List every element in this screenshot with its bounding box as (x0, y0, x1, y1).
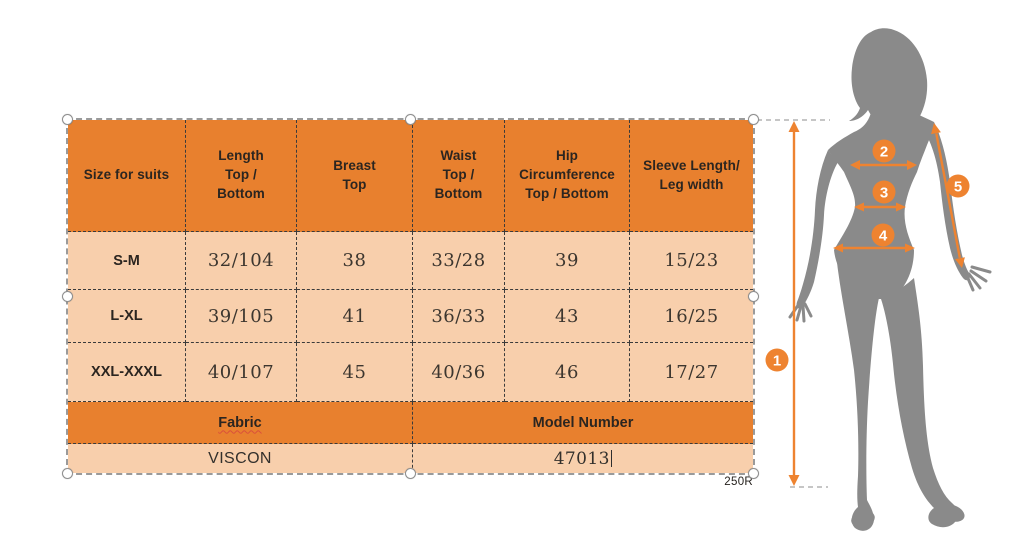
table-cell[interactable]: 33/28 (413, 232, 505, 290)
resize-handle-bottom-left[interactable] (62, 468, 73, 479)
model-number-value-cell[interactable]: 47013 (413, 444, 753, 473)
resize-handle-top-right[interactable] (748, 114, 759, 125)
table-cell[interactable]: 16/25 (630, 290, 753, 343)
header-sleeve-leg[interactable]: Sleeve Length/ Leg width (630, 120, 753, 232)
measure-arrow-sleeve (931, 123, 965, 268)
size-chart-table[interactable]: Size for suits Length Top / Bottom Breas… (62, 114, 759, 479)
table-cell[interactable]: 36/33 (413, 290, 505, 343)
table-cell[interactable]: 32/104 (186, 232, 297, 290)
cell-size-xxl[interactable]: XXL-XXXL (68, 343, 186, 402)
model-number-label-cell[interactable]: Model Number (413, 402, 753, 444)
text-cursor (610, 450, 613, 467)
table-cell[interactable]: 41 (297, 290, 413, 343)
table-cell[interactable]: 45 (297, 343, 413, 402)
table-cell[interactable]: 39/105 (186, 290, 297, 343)
measure-arrow-waist (854, 202, 906, 212)
svg-text:5: 5 (954, 179, 962, 196)
header-hip-circumference[interactable]: Hip Circumference Top / Bottom (505, 120, 630, 232)
header-length-top-bottom[interactable]: Length Top / Bottom (186, 120, 297, 232)
measure-arrow-breast (850, 160, 917, 170)
table-cell[interactable]: 40/107 (186, 343, 297, 402)
cell-size-lxl[interactable]: L-XL (68, 290, 186, 343)
svg-text:1: 1 (773, 353, 781, 370)
resize-handle-middle-left[interactable] (62, 290, 73, 302)
marker-4: 4 (871, 223, 895, 247)
resize-handle-top-left[interactable] (62, 114, 73, 125)
table-cell[interactable]: 38 (297, 232, 413, 290)
fabric-label-cell[interactable]: Fabric (68, 402, 413, 444)
resize-handle-top-center[interactable] (404, 114, 416, 125)
table-cell[interactable]: 43 (505, 290, 630, 343)
svg-text:2: 2 (880, 144, 888, 161)
marker-5: 5 (946, 174, 970, 198)
table-cell[interactable]: 17/27 (630, 343, 753, 402)
body-measurement-figure[interactable]: 1 2 3 4 5 (754, 10, 1024, 557)
table-cell[interactable]: 46 (505, 343, 630, 402)
resize-handle-bottom-center[interactable] (404, 468, 416, 479)
resize-handle-middle-right[interactable] (748, 290, 759, 302)
marker-3: 3 (872, 180, 896, 204)
header-breast-top[interactable]: Breast Top (297, 120, 413, 232)
product-code-label[interactable]: 250R (724, 476, 753, 488)
svg-text:4: 4 (879, 228, 888, 245)
table-cell[interactable]: 39 (505, 232, 630, 290)
table-cell[interactable]: 15/23 (630, 232, 753, 290)
table-cell[interactable]: 40/36 (413, 343, 505, 402)
header-waist-top-bottom[interactable]: Waist Top / Bottom (413, 120, 505, 232)
measure-arrow-hip (833, 243, 915, 253)
header-size-for-suits[interactable]: Size for suits (68, 120, 186, 232)
woman-silhouette (788, 28, 992, 531)
svg-text:3: 3 (880, 185, 888, 202)
model-number-value: 47013 (553, 448, 610, 469)
fabric-label: Fabric (218, 414, 262, 431)
marker-2: 2 (872, 139, 896, 163)
measure-arrow-height (788, 121, 800, 486)
cell-size-sm[interactable]: S-M (68, 232, 186, 290)
fabric-value-cell[interactable]: VISCON (68, 444, 413, 473)
resize-handle-bottom-right[interactable] (748, 468, 759, 479)
marker-1: 1 (765, 348, 789, 372)
